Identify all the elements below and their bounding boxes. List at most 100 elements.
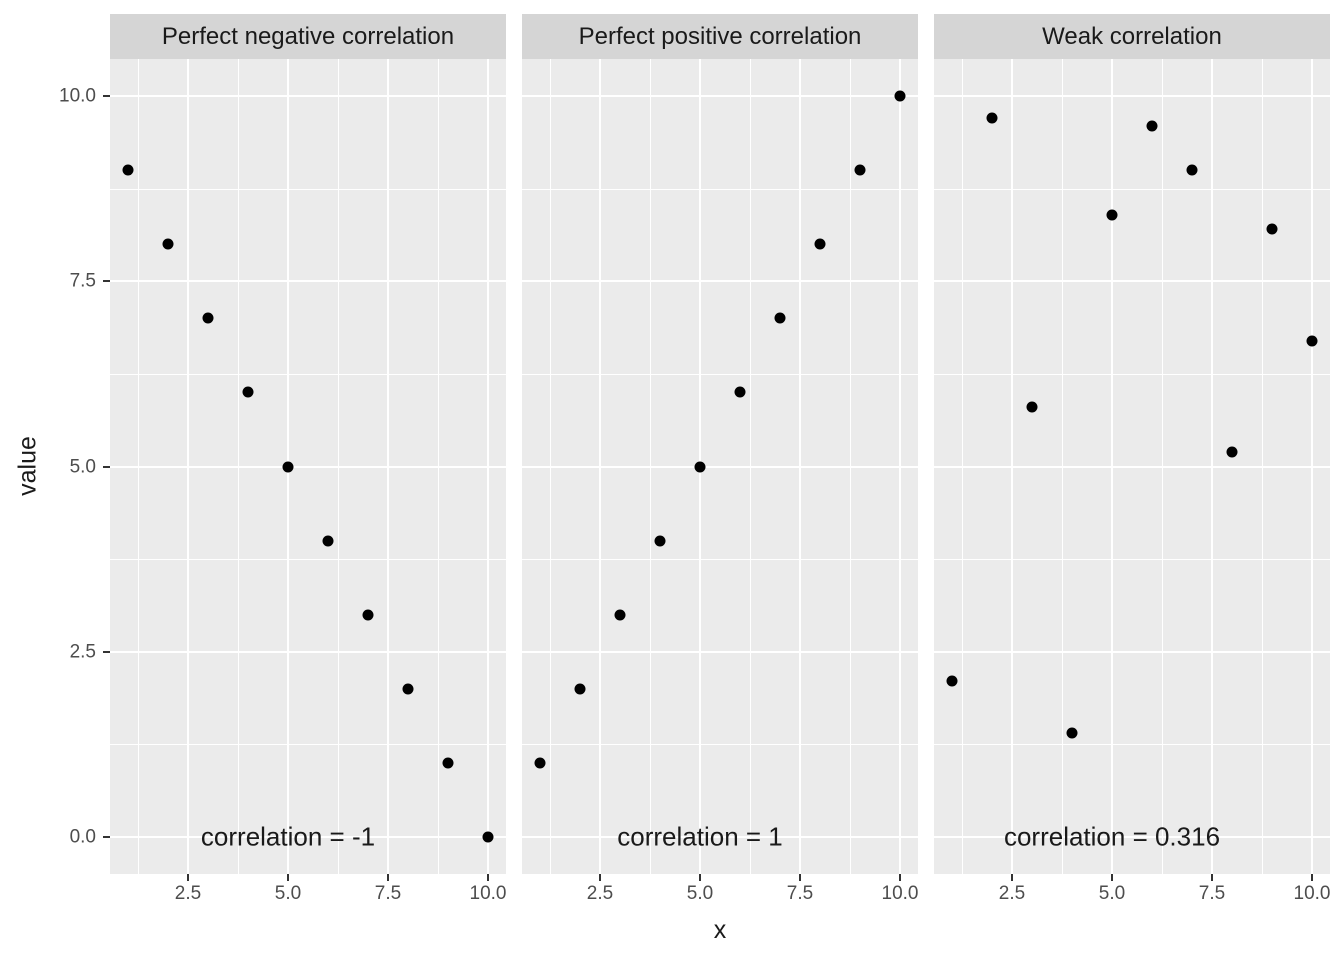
- data-point: [1026, 401, 1038, 413]
- x-axis-tick-mark: [699, 874, 701, 881]
- data-point: [654, 535, 666, 547]
- x-axis-tick-mark: [487, 874, 489, 881]
- major-gridline-horizontal: [110, 465, 506, 468]
- x-axis-tick-mark: [1311, 874, 1313, 881]
- major-gridline-horizontal: [522, 280, 918, 283]
- major-gridline-horizontal: [110, 650, 506, 653]
- facet-strip-label: Perfect negative correlation: [110, 14, 506, 59]
- data-point: [322, 535, 334, 547]
- x-axis-tick-mark: [899, 874, 901, 881]
- y-axis-tick-mark: [103, 95, 110, 98]
- y-axis-tick-label: 2.5: [69, 641, 96, 663]
- data-point: [534, 757, 546, 769]
- minor-gridline-horizontal: [522, 744, 918, 746]
- scatter-panel: correlation = 0.316: [934, 59, 1330, 874]
- x-axis-tick-label: 7.5: [1198, 883, 1226, 904]
- scatter-panel: correlation = 1: [522, 59, 918, 874]
- data-point: [162, 238, 174, 250]
- data-point: [774, 312, 786, 324]
- x-axis-tick-mark: [1011, 874, 1013, 881]
- minor-gridline-horizontal: [110, 559, 506, 561]
- minor-gridline-horizontal: [110, 744, 506, 746]
- major-gridline-horizontal: [522, 835, 918, 838]
- data-point: [894, 90, 906, 102]
- data-point: [1066, 727, 1078, 739]
- major-gridline-horizontal: [110, 835, 506, 838]
- minor-gridline-horizontal: [522, 188, 918, 190]
- x-axis-tick-mark: [187, 874, 189, 881]
- data-point: [362, 609, 374, 621]
- data-point: [854, 164, 866, 176]
- x-axis-tick-label: 7.5: [374, 883, 402, 904]
- data-point: [1186, 164, 1198, 176]
- x-axis-tick-label: 2.5: [998, 883, 1026, 904]
- x-axis-tick-mark: [287, 874, 289, 881]
- data-point: [946, 675, 958, 687]
- x-axis-tick-mark: [1111, 874, 1113, 881]
- data-point: [814, 238, 826, 250]
- y-axis-tick-mark: [103, 280, 110, 283]
- correlation-annotation: correlation = 0.316: [1003, 821, 1221, 852]
- x-axis-tick-label: 10.0: [881, 883, 919, 904]
- facet-strip-label: Weak correlation: [934, 14, 1330, 59]
- major-gridline-horizontal: [934, 95, 1330, 98]
- x-axis-tick-label: 10.0: [1293, 883, 1331, 904]
- facet-perfect-positive-correlation: Perfect positive correlation correlation…: [522, 14, 918, 874]
- x-axis-tick-label: 10.0: [469, 883, 507, 904]
- major-gridline-horizontal: [110, 280, 506, 283]
- major-gridline-horizontal: [934, 835, 1330, 838]
- major-gridline-horizontal: [522, 650, 918, 653]
- x-axis-tick-mark: [799, 874, 801, 881]
- minor-gridline-horizontal: [110, 373, 506, 375]
- minor-gridline-horizontal: [934, 373, 1330, 375]
- minor-gridline-horizontal: [522, 373, 918, 375]
- data-point: [986, 112, 998, 124]
- data-point: [694, 461, 706, 472]
- major-gridline-horizontal: [522, 465, 918, 468]
- data-point: [614, 609, 626, 621]
- data-point: [734, 386, 746, 398]
- data-point: [442, 757, 454, 769]
- y-axis-tick-label: 0.0: [69, 826, 96, 848]
- data-point: [122, 164, 134, 176]
- x-axis-tick-mark: [1211, 874, 1213, 881]
- x-axis-tick-label: 5.0: [1098, 883, 1126, 904]
- data-point: [242, 386, 254, 398]
- facet-weak-correlation: Weak correlation correlation = 0.316: [934, 14, 1330, 874]
- minor-gridline-horizontal: [522, 559, 918, 561]
- y-axis-tick-label: 7.5: [69, 270, 96, 292]
- facet-strip-label: Perfect positive correlation: [522, 14, 918, 59]
- x-axis-tick-mark: [387, 874, 389, 881]
- x-axis-tick-label: 5.0: [274, 883, 302, 904]
- minor-gridline-horizontal: [934, 188, 1330, 190]
- data-point: [574, 683, 586, 695]
- x-axis-tick-label: 2.5: [586, 883, 614, 904]
- data-point: [1106, 209, 1118, 221]
- minor-gridline-horizontal: [934, 559, 1330, 561]
- y-axis-tick-label: 5.0: [69, 456, 96, 477]
- minor-gridline-horizontal: [110, 188, 506, 190]
- major-gridline-horizontal: [934, 280, 1330, 283]
- minor-gridline-horizontal: [934, 744, 1330, 746]
- y-axis-tick-mark: [103, 650, 110, 653]
- y-axis-tick-label: 10.0: [59, 85, 96, 107]
- x-axis-tick-label: 5.0: [686, 883, 714, 904]
- data-point: [1306, 335, 1318, 347]
- x-axis-tick-label: 2.5: [174, 883, 202, 904]
- data-point: [482, 831, 494, 843]
- x-axis-tick-label: 7.5: [786, 883, 814, 904]
- facet-perfect-negative-correlation: Perfect negative correlation correlation…: [110, 14, 506, 874]
- major-gridline-horizontal: [934, 465, 1330, 468]
- data-point: [282, 461, 294, 472]
- data-point: [1266, 223, 1278, 235]
- scatter-panel: correlation = -1: [110, 59, 506, 874]
- x-axis-tick-mark: [599, 874, 601, 881]
- data-point: [202, 312, 214, 324]
- correlation-annotation: correlation = 1: [617, 821, 783, 852]
- x-axis-title: x: [713, 916, 727, 944]
- correlation-annotation: correlation = -1: [200, 821, 376, 852]
- y-axis-tick-mark: [103, 835, 110, 838]
- data-point: [1226, 446, 1238, 458]
- data-point: [402, 683, 414, 695]
